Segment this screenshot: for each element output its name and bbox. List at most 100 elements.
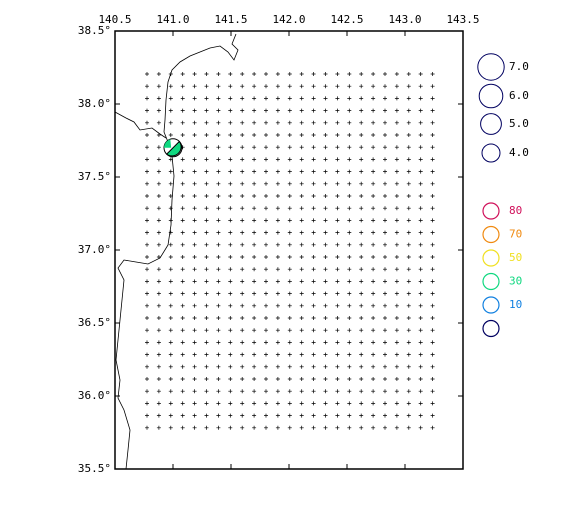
- grid-point: [156, 352, 161, 357]
- grid-point: [311, 181, 316, 186]
- magnitude-legend-circle: [478, 83, 504, 109]
- grid-point: [275, 364, 280, 369]
- grid-point: [156, 157, 161, 162]
- grid-point: [430, 133, 435, 137]
- grid-point: [383, 133, 387, 137]
- grid-point: [418, 401, 423, 406]
- grid-point: [418, 340, 423, 345]
- grid-point: [264, 108, 268, 113]
- grid-point: [394, 389, 399, 394]
- grid-point: [216, 425, 221, 430]
- grid-point: [240, 108, 245, 113]
- grid-point: [264, 303, 268, 308]
- grid-point: [240, 230, 245, 235]
- lon-tick-label: 143.0: [388, 13, 421, 26]
- grid-point: [228, 328, 233, 333]
- grid-point: [359, 133, 364, 137]
- grid-point: [252, 279, 257, 284]
- grid-point: [323, 364, 328, 369]
- grid-point: [383, 303, 387, 308]
- grid-point: [216, 169, 221, 174]
- grid-point: [418, 194, 423, 198]
- lon-tick-label: 141.5: [214, 13, 247, 26]
- grid-point: [359, 72, 364, 76]
- grid-point: [418, 364, 423, 369]
- grid-point: [287, 377, 292, 381]
- grid-point: [335, 340, 340, 345]
- grid-point: [264, 120, 268, 125]
- grid-point: [323, 145, 328, 150]
- grid-point: [192, 401, 197, 406]
- grid-point: [406, 303, 411, 308]
- grid-point: [335, 206, 340, 211]
- grid-point: [216, 267, 221, 272]
- grid-point: [264, 291, 268, 296]
- grid-point: [180, 267, 185, 272]
- grid-point: [418, 145, 423, 150]
- grid-point: [192, 145, 197, 150]
- grid-point: [323, 72, 328, 76]
- grid-point: [406, 352, 411, 357]
- grid-point: [347, 157, 352, 162]
- grid-point: [275, 194, 280, 198]
- grid-point: [418, 328, 423, 333]
- grid-point: [299, 255, 304, 259]
- grid-point: [311, 157, 316, 162]
- lat-tick-label: 37.0°: [78, 243, 111, 256]
- grid-point: [299, 181, 304, 186]
- grid-point: [371, 267, 376, 272]
- grid-point: [156, 84, 161, 89]
- grid-point: [418, 352, 423, 357]
- grid-point: [394, 291, 399, 296]
- grid-point: [192, 120, 197, 125]
- grid-point: [180, 133, 185, 137]
- grid-point: [359, 194, 364, 198]
- grid-point: [383, 364, 387, 369]
- grid-point: [311, 230, 316, 235]
- depth-legend-circle: [482, 272, 500, 291]
- grid-point: [347, 389, 352, 394]
- grid-point: [264, 316, 268, 320]
- grid-point: [371, 377, 376, 381]
- grid-point: [252, 303, 257, 308]
- grid-point: [240, 328, 245, 333]
- grid-point: [311, 194, 316, 198]
- grid-point: [394, 340, 399, 345]
- grid-point: [192, 108, 197, 113]
- grid-point: [204, 218, 209, 223]
- grid-point: [216, 157, 221, 162]
- grid-point: [406, 316, 411, 320]
- grid-point: [156, 303, 161, 308]
- grid-point: [240, 206, 245, 211]
- grid-point: [323, 84, 328, 89]
- grid-point: [252, 157, 257, 162]
- grid-point: [323, 352, 328, 357]
- grid-point: [359, 352, 364, 357]
- grid-point: [168, 340, 173, 345]
- grid-point: [264, 279, 268, 284]
- grid-point: [216, 96, 221, 101]
- grid-point: [168, 303, 173, 308]
- lon-tick-label: 142.0: [272, 13, 305, 26]
- grid-point: [252, 230, 257, 235]
- grid-point: [287, 169, 292, 174]
- grid-point: [430, 96, 435, 101]
- grid-point: [204, 181, 209, 186]
- grid-point: [287, 279, 292, 284]
- grid-point: [204, 267, 209, 272]
- grid-point: [299, 96, 304, 101]
- grid-point: [180, 303, 185, 308]
- grid-point: [323, 194, 328, 198]
- grid-point: [228, 145, 233, 150]
- grid-point: [335, 316, 340, 320]
- grid-point: [228, 401, 233, 406]
- grid-point: [264, 230, 268, 235]
- grid-point: [347, 364, 352, 369]
- grid-point: [406, 108, 411, 113]
- grid-point: [430, 303, 435, 308]
- grid-point: [383, 316, 387, 320]
- grid-point: [240, 291, 245, 296]
- grid-point: [430, 181, 435, 186]
- grid-point: [168, 133, 173, 137]
- grid-point: [264, 72, 268, 76]
